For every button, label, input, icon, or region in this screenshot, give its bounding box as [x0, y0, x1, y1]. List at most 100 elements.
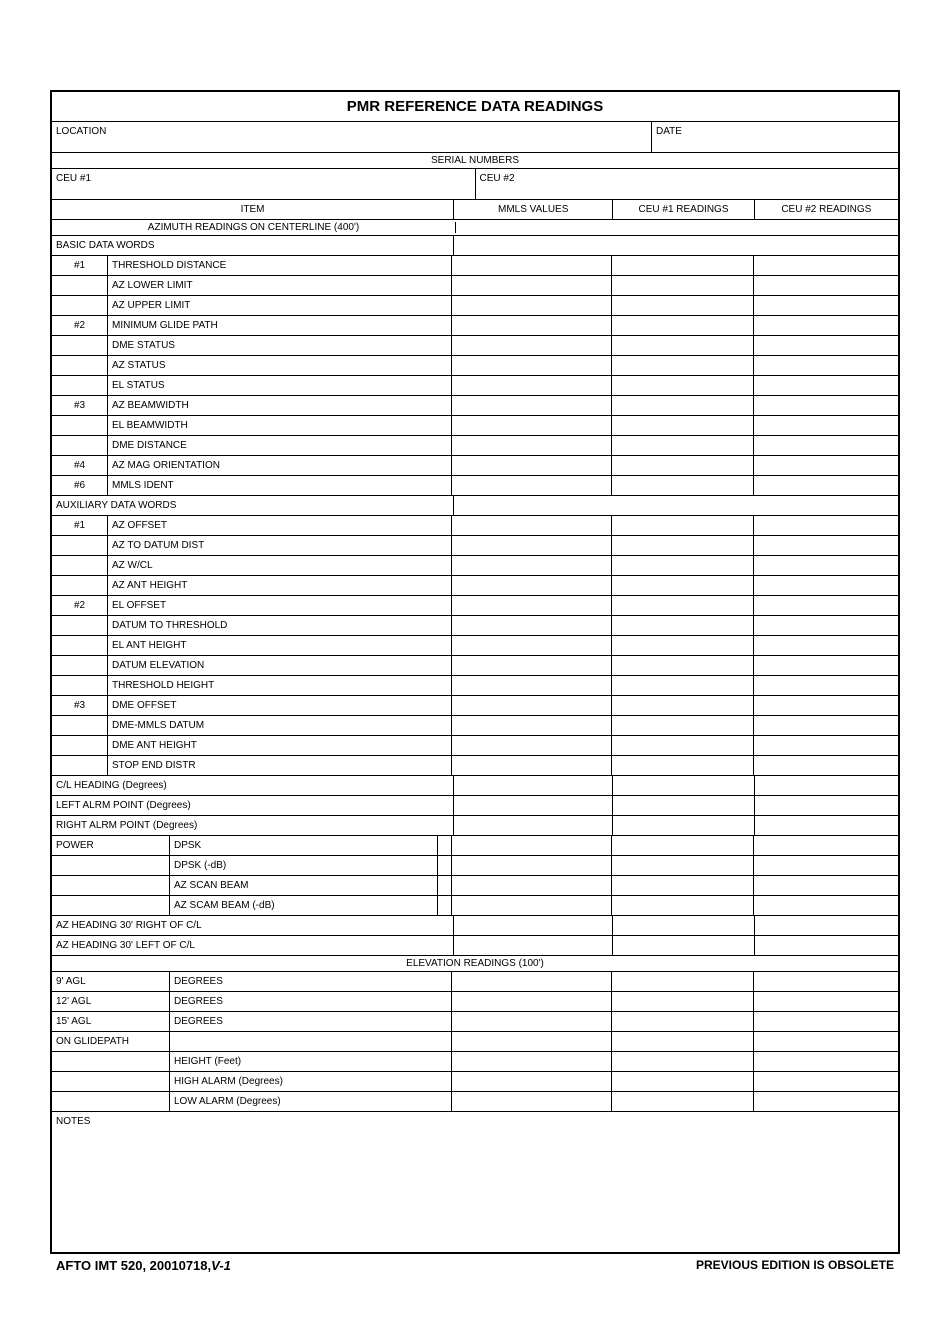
ceu2-value-cell[interactable] — [754, 476, 898, 495]
ceu2-value-cell[interactable] — [754, 636, 898, 655]
ceu2-value-cell[interactable] — [754, 296, 898, 315]
mmls-value-cell[interactable] — [452, 576, 612, 595]
mmls-value-cell[interactable] — [454, 796, 613, 815]
ceu1-value-cell[interactable] — [612, 736, 754, 755]
mmls-value-cell[interactable] — [452, 736, 612, 755]
ceu2-value-cell[interactable] — [754, 336, 898, 355]
ceu2-field[interactable]: CEU #2 — [476, 169, 899, 199]
ceu2-value-cell[interactable] — [754, 1072, 898, 1091]
ceu1-value-cell[interactable] — [612, 716, 754, 735]
mmls-value-cell[interactable] — [452, 1092, 612, 1111]
ceu2-value-cell[interactable] — [754, 1092, 898, 1111]
ceu2-value-cell[interactable] — [754, 736, 898, 755]
ceu2-value-cell[interactable] — [754, 516, 898, 535]
ceu1-value-cell[interactable] — [612, 616, 754, 635]
ceu2-value-cell[interactable] — [754, 1012, 898, 1031]
ceu2-value-cell[interactable] — [754, 556, 898, 575]
mmls-value-cell[interactable] — [452, 456, 612, 475]
ceu1-field[interactable]: CEU #1 — [52, 169, 476, 199]
mmls-value-cell[interactable] — [454, 776, 613, 795]
mmls-value-cell[interactable] — [452, 896, 612, 915]
mmls-value-cell[interactable] — [452, 336, 612, 355]
ceu1-value-cell[interactable] — [612, 896, 754, 915]
mmls-value-cell[interactable] — [452, 376, 612, 395]
power-extra-cell[interactable] — [438, 896, 452, 915]
mmls-value-cell[interactable] — [452, 676, 612, 695]
date-field[interactable]: DATE — [652, 122, 898, 152]
ceu2-value-cell[interactable] — [754, 876, 898, 895]
ceu1-value-cell[interactable] — [612, 856, 754, 875]
ceu2-value-cell[interactable] — [754, 376, 898, 395]
ceu1-value-cell[interactable] — [612, 296, 754, 315]
mmls-value-cell[interactable] — [452, 972, 612, 991]
mmls-value-cell[interactable] — [452, 516, 612, 535]
ceu1-value-cell[interactable] — [612, 656, 754, 675]
ceu2-value-cell[interactable] — [755, 796, 898, 815]
ceu2-value-cell[interactable] — [754, 836, 898, 855]
mmls-value-cell[interactable] — [452, 316, 612, 335]
mmls-value-cell[interactable] — [452, 296, 612, 315]
ceu1-value-cell[interactable] — [612, 992, 754, 1011]
mmls-value-cell[interactable] — [452, 696, 612, 715]
ceu1-value-cell[interactable] — [612, 1072, 754, 1091]
ceu1-value-cell[interactable] — [612, 756, 754, 775]
ceu1-value-cell[interactable] — [613, 776, 754, 795]
ceu2-value-cell[interactable] — [754, 1052, 898, 1071]
ceu1-value-cell[interactable] — [612, 376, 754, 395]
ceu1-value-cell[interactable] — [612, 636, 754, 655]
mmls-value-cell[interactable] — [452, 756, 612, 775]
ceu2-value-cell[interactable] — [754, 656, 898, 675]
ceu2-value-cell[interactable] — [754, 356, 898, 375]
ceu2-value-cell[interactable] — [754, 596, 898, 615]
mmls-value-cell[interactable] — [452, 396, 612, 415]
mmls-value-cell[interactable] — [452, 992, 612, 1011]
ceu2-value-cell[interactable] — [754, 716, 898, 735]
ceu1-value-cell[interactable] — [612, 516, 754, 535]
ceu2-value-cell[interactable] — [754, 456, 898, 475]
ceu1-value-cell[interactable] — [612, 1052, 754, 1071]
mmls-value-cell[interactable] — [452, 356, 612, 375]
ceu1-value-cell[interactable] — [612, 536, 754, 555]
mmls-value-cell[interactable] — [452, 596, 612, 615]
ceu1-value-cell[interactable] — [612, 836, 754, 855]
ceu1-value-cell[interactable] — [613, 796, 754, 815]
mmls-value-cell[interactable] — [452, 836, 612, 855]
ceu2-value-cell[interactable] — [754, 896, 898, 915]
ceu1-value-cell[interactable] — [612, 596, 754, 615]
mmls-value-cell[interactable] — [454, 916, 613, 935]
ceu1-value-cell[interactable] — [612, 876, 754, 895]
ceu2-value-cell[interactable] — [754, 576, 898, 595]
mmls-value-cell[interactable] — [452, 616, 612, 635]
ceu1-value-cell[interactable] — [612, 456, 754, 475]
ceu2-value-cell[interactable] — [755, 816, 898, 835]
ceu1-value-cell[interactable] — [613, 916, 754, 935]
mmls-value-cell[interactable] — [452, 1012, 612, 1031]
mmls-value-cell[interactable] — [452, 876, 612, 895]
ceu2-value-cell[interactable] — [754, 436, 898, 455]
mmls-value-cell[interactable] — [454, 816, 613, 835]
mmls-value-cell[interactable] — [452, 656, 612, 675]
ceu1-value-cell[interactable] — [612, 336, 754, 355]
ceu2-value-cell[interactable] — [754, 616, 898, 635]
mmls-value-cell[interactable] — [452, 636, 612, 655]
ceu2-value-cell[interactable] — [754, 696, 898, 715]
location-field[interactable]: LOCATION — [52, 122, 652, 152]
ceu1-value-cell[interactable] — [612, 476, 754, 495]
ceu1-value-cell[interactable] — [612, 276, 754, 295]
mmls-value-cell[interactable] — [452, 856, 612, 875]
mmls-value-cell[interactable] — [454, 936, 613, 955]
mmls-value-cell[interactable] — [452, 536, 612, 555]
ceu2-value-cell[interactable] — [754, 536, 898, 555]
ceu2-value-cell[interactable] — [754, 256, 898, 275]
ceu1-value-cell[interactable] — [612, 416, 754, 435]
mmls-value-cell[interactable] — [452, 276, 612, 295]
mmls-value-cell[interactable] — [452, 416, 612, 435]
ceu1-value-cell[interactable] — [612, 256, 754, 275]
ceu2-value-cell[interactable] — [755, 776, 898, 795]
mmls-value-cell[interactable] — [452, 1052, 612, 1071]
mmls-value-cell[interactable] — [452, 256, 612, 275]
ceu1-value-cell[interactable] — [612, 972, 754, 991]
notes-field[interactable]: NOTES — [52, 1112, 898, 1252]
mmls-value-cell[interactable] — [452, 1032, 612, 1051]
mmls-value-cell[interactable] — [452, 476, 612, 495]
